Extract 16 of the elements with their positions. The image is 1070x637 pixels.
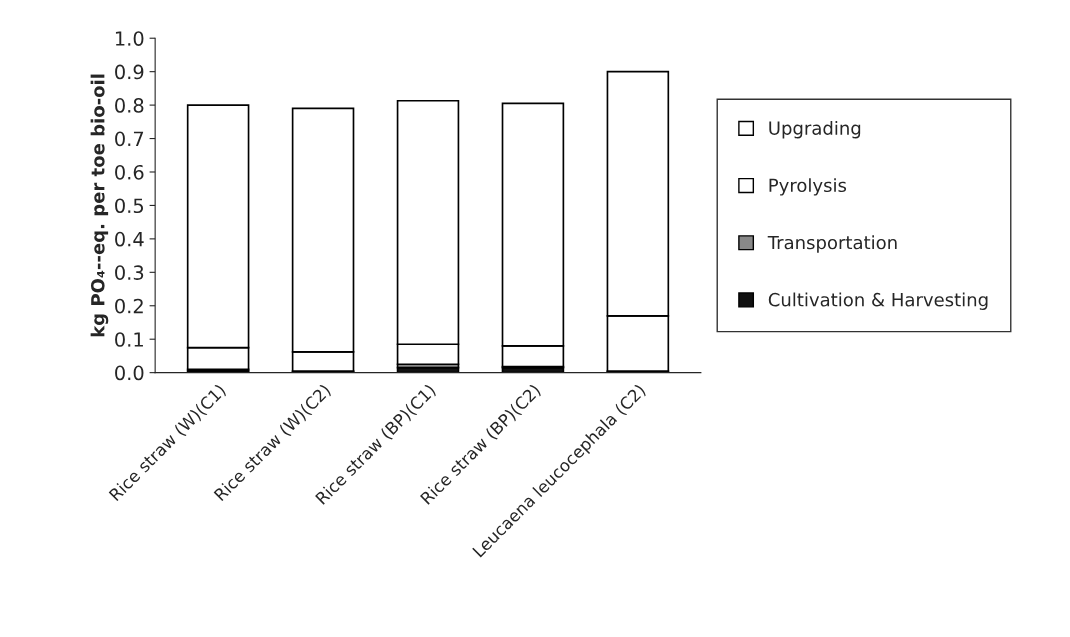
legend-label: Upgrading xyxy=(769,120,861,139)
y-tick-label: 0.5 xyxy=(115,198,144,214)
legend-label: Cultivation & Harvesting xyxy=(768,292,988,310)
legend-label: Transportation xyxy=(767,235,897,253)
y-tick-label: 1.0 xyxy=(115,31,144,46)
y-tick-label: 0.4 xyxy=(115,231,144,247)
y-tick-label: 0.7 xyxy=(115,131,144,147)
y-tick-label: 0.8 xyxy=(115,98,144,113)
legend-label: Pyrolysis xyxy=(769,178,847,196)
y-tick-label: 0.9 xyxy=(115,64,144,80)
y-axis-title: kg PO₄--eq. per toe bio-oil xyxy=(90,74,109,337)
y-tick-label: 0.3 xyxy=(115,265,144,280)
y-tick-label: 0.2 xyxy=(115,298,143,314)
y-tick-label: 0.1 xyxy=(115,332,143,347)
y-tick-label: 0.0 xyxy=(115,365,144,381)
y-tick-label: 0.6 xyxy=(115,164,144,180)
